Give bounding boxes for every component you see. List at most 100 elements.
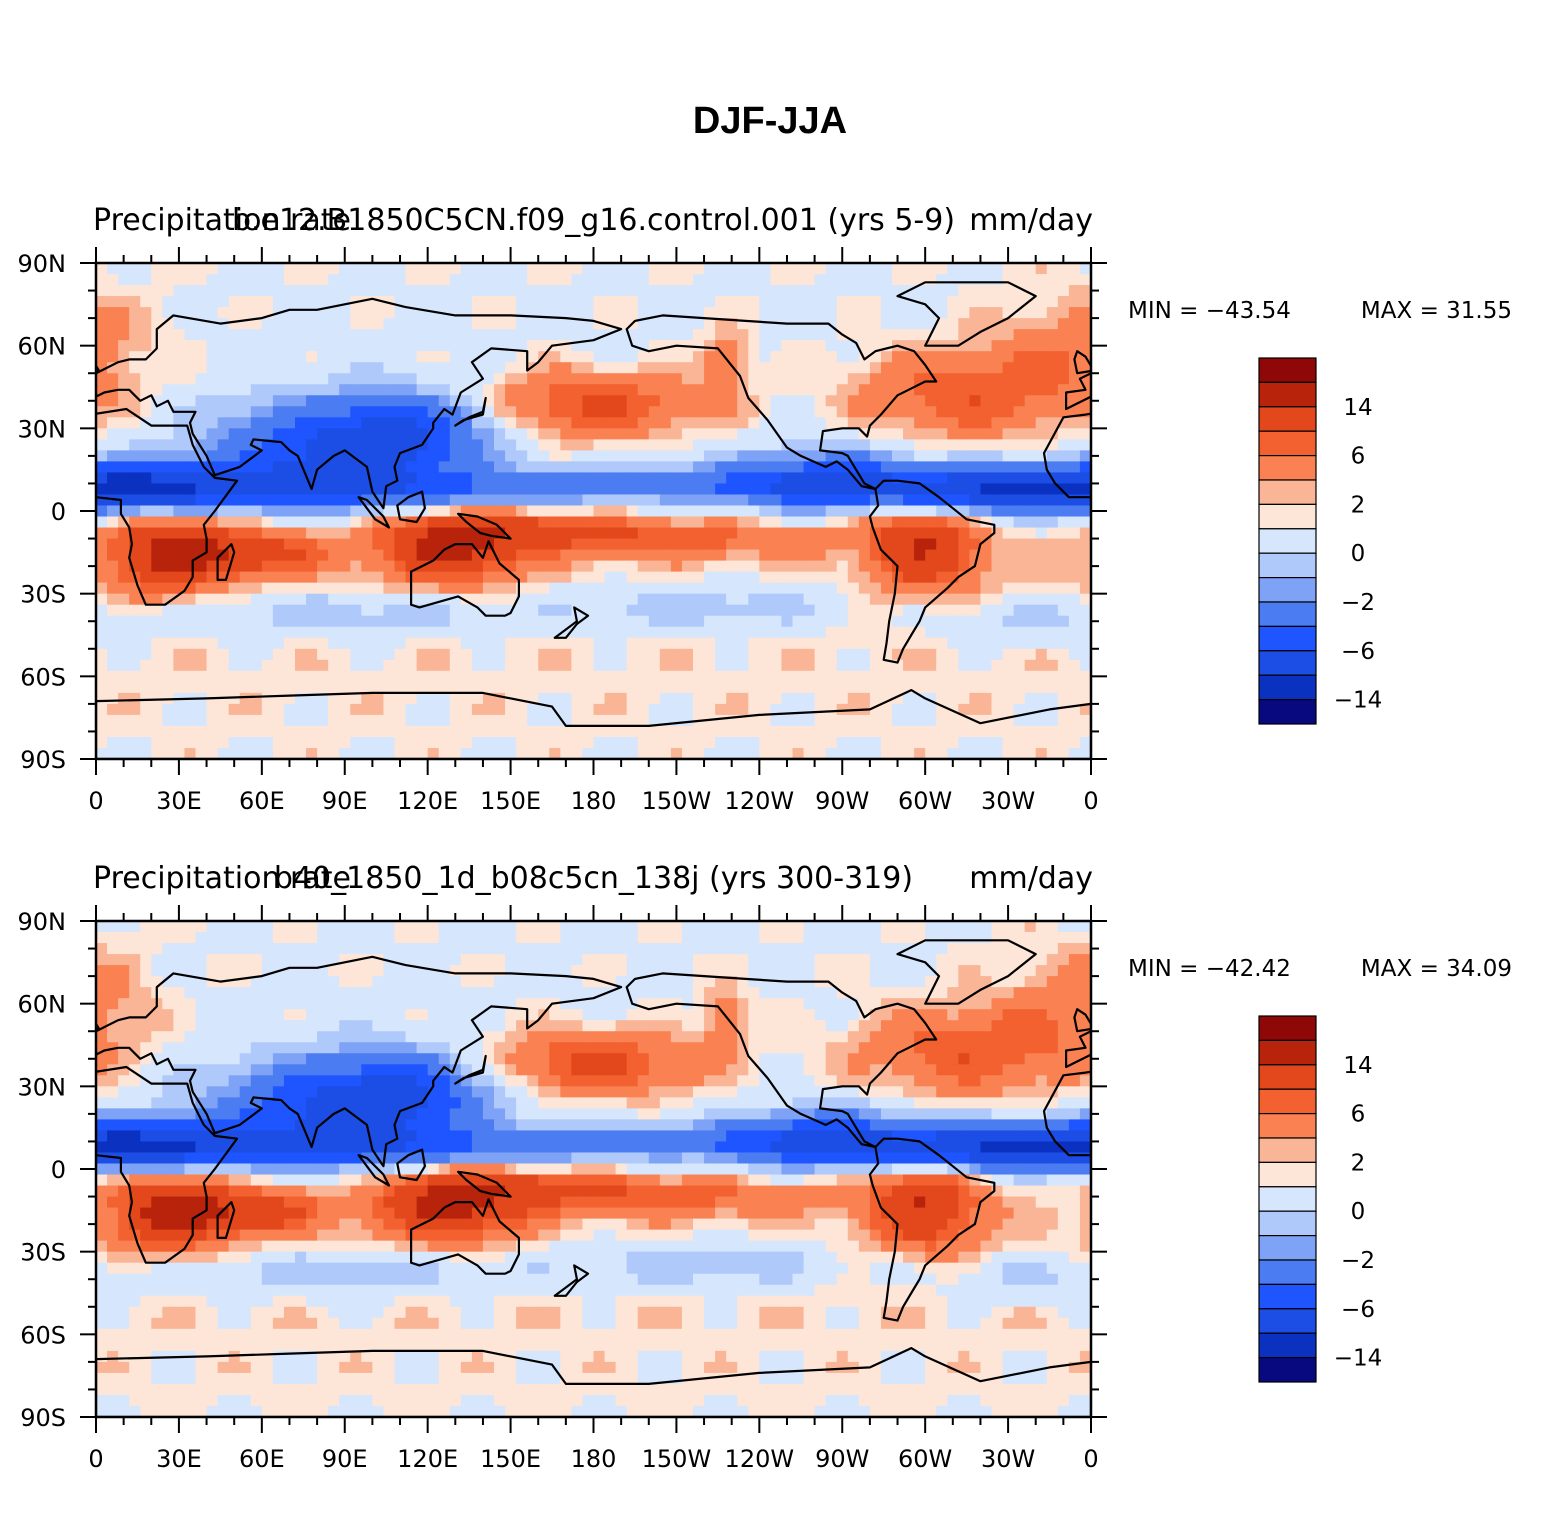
field-cell: [582, 943, 595, 955]
field-cell: [880, 406, 893, 418]
field-cell: [969, 461, 982, 474]
field-cell: [648, 340, 661, 352]
field-cell: [715, 516, 727, 529]
field-cell: [626, 527, 639, 540]
field-cell: [471, 285, 484, 297]
field-cell: [869, 329, 882, 341]
field-cell: [715, 373, 727, 385]
field-cell: [1079, 571, 1091, 584]
field-cell: [770, 921, 783, 933]
field-cell: [892, 659, 904, 672]
field-cell: [317, 549, 329, 562]
field-cell: [969, 725, 982, 738]
field-cell: [449, 987, 462, 999]
field-cell: [173, 274, 186, 286]
field-cell: [681, 637, 694, 650]
field-cell: [449, 921, 462, 933]
field-cell: [880, 373, 893, 385]
field-cell: [847, 395, 860, 407]
field-cell: [394, 450, 407, 462]
field-cell: [560, 307, 572, 319]
field-cell: [482, 384, 495, 396]
field-cell: [814, 373, 827, 385]
field-cell: [471, 703, 484, 716]
field-cell: [770, 593, 783, 606]
field-cell: [505, 296, 517, 308]
field-cell: [947, 362, 959, 374]
field-cell: [361, 483, 373, 496]
field-cell: [936, 725, 948, 738]
field-cell: [759, 615, 771, 628]
field-cell: [272, 670, 285, 683]
field-cell: [494, 549, 506, 562]
field-cell: [372, 439, 385, 451]
field-cell: [1035, 472, 1048, 485]
field-cell: [206, 954, 219, 966]
field-cell: [494, 747, 506, 759]
field-cell: [858, 483, 871, 496]
field-cell: [781, 483, 794, 496]
field-cell: [195, 747, 208, 759]
field-cell: [283, 571, 296, 584]
field-cell: [460, 582, 473, 595]
field-cell: [925, 954, 937, 966]
field-cell: [604, 439, 617, 451]
field-cell: [980, 747, 993, 759]
field-cell: [637, 274, 650, 286]
field-cell: [1079, 274, 1091, 286]
field-cell: [582, 571, 595, 584]
field-cell: [1024, 670, 1037, 683]
field-cell: [781, 703, 794, 716]
field-cell: [184, 932, 197, 944]
field-cell: [538, 472, 550, 485]
field-cell: [770, 725, 783, 738]
field-cell: [206, 681, 219, 694]
field-cell: [693, 976, 705, 988]
field-cell: [228, 703, 241, 716]
field-cell: [482, 703, 495, 716]
field-cell: [339, 571, 351, 584]
field-cell: [892, 921, 904, 933]
field-cell: [781, 615, 794, 628]
field-cell: [726, 516, 738, 529]
field-cell: [1002, 274, 1015, 286]
field-cell: [615, 998, 628, 1010]
field-cell: [825, 998, 838, 1010]
field-cell: [803, 439, 816, 451]
field-cell: [737, 494, 749, 507]
field-cell: [1079, 954, 1091, 966]
field-cell: [383, 681, 396, 694]
field-cell: [670, 285, 683, 297]
field-cell: [803, 527, 816, 540]
field-cell: [173, 296, 186, 308]
field-cell: [991, 395, 1004, 407]
field-cell: [958, 932, 970, 944]
field-cell: [748, 428, 760, 440]
field-cell: [836, 747, 849, 759]
field-cell: [538, 714, 550, 727]
field-cell: [560, 373, 572, 385]
field-cell: [295, 987, 307, 999]
field-cell: [272, 527, 285, 540]
field-cell: [748, 472, 760, 485]
field-cell: [527, 648, 539, 661]
field-cell: [925, 439, 937, 451]
field-cell: [781, 604, 794, 617]
field-cell: [460, 670, 473, 683]
field-cell: [825, 285, 838, 297]
field-cell: [350, 472, 362, 485]
field-cell: [173, 703, 186, 716]
field-cell: [914, 428, 926, 440]
field-cell: [1013, 921, 1026, 933]
field-cell: [516, 461, 528, 474]
field-cell: [792, 659, 805, 672]
field-cell: [1079, 747, 1091, 759]
field-cell: [206, 494, 219, 507]
field-cell: [151, 571, 163, 584]
field-cell: [803, 538, 816, 551]
field-cell: [438, 998, 451, 1010]
field-cell: [737, 318, 749, 330]
field-cell: [615, 296, 628, 308]
field-cell: [96, 747, 108, 759]
field-cell: [217, 384, 230, 396]
